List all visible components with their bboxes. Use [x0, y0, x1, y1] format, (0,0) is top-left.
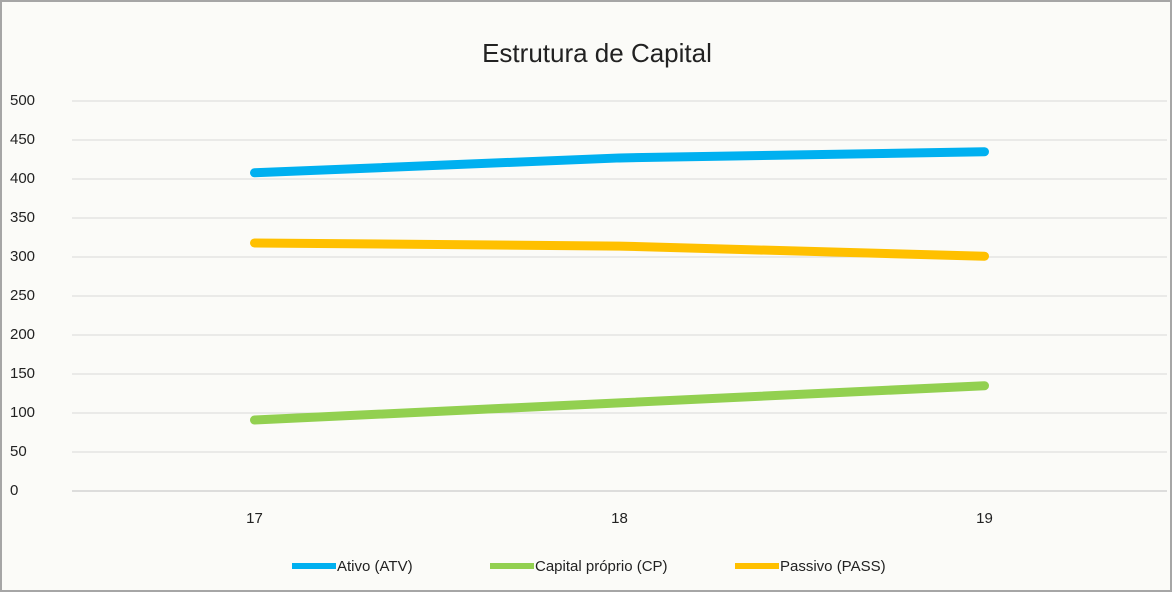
y-tick-label: 300	[10, 248, 35, 265]
legend-label: Ativo (ATV)	[337, 558, 413, 575]
y-tick-label: 350	[10, 209, 35, 226]
y-tick-label: 50	[10, 443, 27, 460]
data-line	[250, 238, 989, 261]
data-line	[250, 381, 989, 425]
y-tick-label: 400	[10, 170, 35, 187]
data-line	[250, 147, 989, 178]
y-tick-label: 0	[10, 482, 18, 499]
y-tick-label: 150	[10, 365, 35, 382]
legend-label: Passivo (PASS)	[780, 558, 886, 575]
x-tick-label: 19	[976, 510, 993, 527]
x-tick-label: 18	[611, 510, 628, 527]
y-tick-label: 100	[10, 404, 35, 421]
x-tick-label: 17	[246, 510, 263, 527]
legend-label: Capital próprio (CP)	[535, 558, 668, 575]
chart-title: Estrutura de Capital	[482, 38, 712, 68]
y-tick-label: 250	[10, 287, 35, 304]
y-tick-label: 500	[10, 92, 35, 109]
y-tick-label: 450	[10, 131, 35, 148]
y-tick-label: 200	[10, 326, 35, 343]
